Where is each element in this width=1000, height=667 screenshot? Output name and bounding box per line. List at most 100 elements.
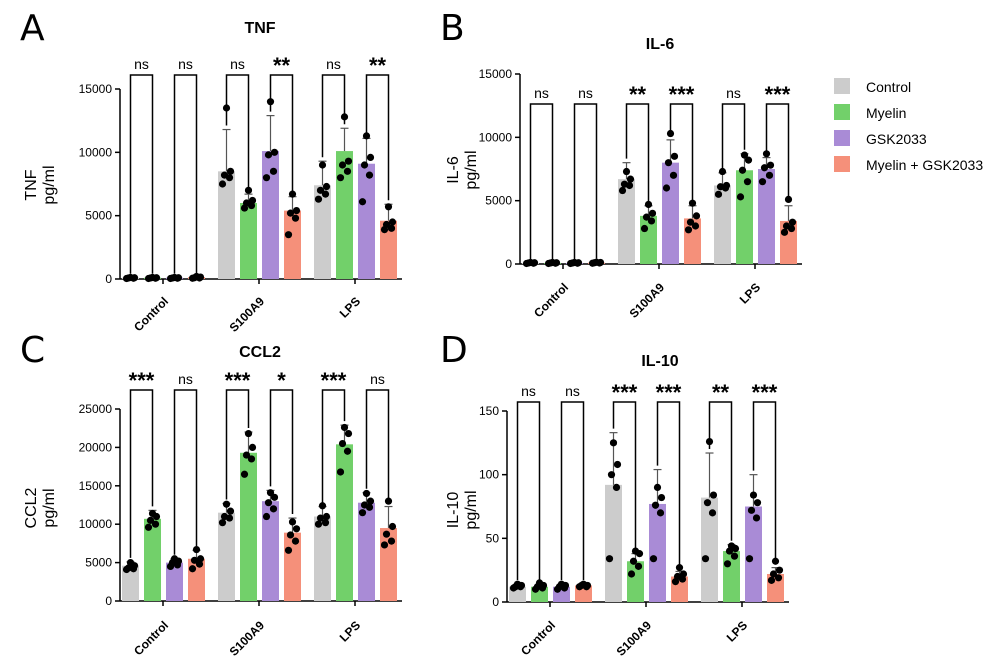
data-point xyxy=(723,560,732,568)
data-point xyxy=(244,429,253,438)
y-axis-unit: pg/ml xyxy=(463,490,480,529)
data-point xyxy=(692,212,701,220)
x-tick-label: Control xyxy=(131,618,171,658)
data-point xyxy=(148,509,157,518)
data-point xyxy=(218,519,227,527)
significance-bracket xyxy=(573,103,598,259)
data-point xyxy=(649,555,658,563)
y-tick-label: 0 xyxy=(105,594,112,608)
significance-bracket xyxy=(612,401,637,550)
data-point xyxy=(220,512,229,521)
data-point xyxy=(703,499,712,507)
significance-label: ns xyxy=(726,85,741,101)
y-tick-label: 15000 xyxy=(79,82,113,96)
data-point xyxy=(358,198,367,206)
data-point xyxy=(382,220,391,229)
data-point xyxy=(358,509,367,517)
data-point xyxy=(612,483,621,491)
x-tick-label: LPS xyxy=(337,618,363,644)
data-point xyxy=(242,451,251,459)
data-point xyxy=(270,148,279,156)
significance-label: ns xyxy=(178,56,193,72)
data-point xyxy=(557,580,566,588)
significance-bracket xyxy=(708,401,733,541)
data-point xyxy=(714,190,723,198)
data-point xyxy=(192,545,201,554)
significance-label: ns xyxy=(521,383,536,399)
data-point xyxy=(684,226,693,234)
data-point xyxy=(758,178,767,186)
data-point xyxy=(316,186,325,194)
data-point xyxy=(570,258,579,267)
data-point xyxy=(730,552,739,560)
legend-swatch xyxy=(834,156,850,172)
significance-bracket xyxy=(321,74,346,158)
bar-gsk2033-s100a9 xyxy=(262,501,279,601)
data-point xyxy=(782,222,791,230)
bar-gsk2033-s100a9 xyxy=(262,151,279,279)
significance-bracket xyxy=(365,389,390,503)
data-point xyxy=(749,491,758,499)
significance-bracket xyxy=(321,389,346,503)
data-point xyxy=(269,505,278,513)
data-point xyxy=(314,195,323,203)
significance-label: ** xyxy=(712,380,730,405)
legend-swatch xyxy=(834,130,850,146)
bar-myelin-lps xyxy=(736,170,753,264)
y-axis-label: TNF xyxy=(23,169,40,200)
bar-control-s100a9 xyxy=(605,484,622,602)
data-point xyxy=(548,258,557,267)
data-point xyxy=(644,200,653,209)
y-tick-label: 50 xyxy=(486,531,500,545)
data-point xyxy=(291,537,300,545)
data-point xyxy=(126,559,135,567)
significance-bracket xyxy=(225,74,250,191)
data-point xyxy=(627,570,636,578)
data-point xyxy=(284,231,293,239)
significance-bracket xyxy=(173,389,198,555)
data-point xyxy=(148,273,157,282)
significance-bracket xyxy=(225,389,250,500)
data-point xyxy=(743,178,752,186)
data-point xyxy=(286,531,295,539)
data-point xyxy=(675,564,684,572)
data-point xyxy=(226,507,235,515)
data-point xyxy=(605,555,614,563)
data-point xyxy=(362,132,371,140)
data-point xyxy=(344,157,353,165)
data-point xyxy=(220,171,229,179)
significance-bracket xyxy=(752,401,777,564)
legend: Control Myelin GSK2033 Myelin + GSK2033 xyxy=(834,78,983,173)
significance-label: ns xyxy=(370,371,385,387)
significance-bracket xyxy=(656,401,681,568)
bar-gsk2033-lps xyxy=(358,163,375,279)
data-point xyxy=(291,214,300,222)
significance-label: ns xyxy=(134,56,149,72)
data-point xyxy=(727,542,736,550)
data-point xyxy=(647,217,656,225)
data-point xyxy=(629,557,638,565)
bar-gsk2033-lps xyxy=(758,169,775,264)
x-tick-label: Control xyxy=(131,294,171,334)
x-tick-label: LPS xyxy=(737,280,763,306)
data-point xyxy=(360,501,369,509)
y-axis-unit: pg/ml xyxy=(463,150,480,189)
data-point xyxy=(760,164,769,172)
data-point xyxy=(648,209,657,217)
data-point xyxy=(745,555,754,563)
data-point xyxy=(709,491,718,499)
data-point xyxy=(766,161,775,169)
significance-label: ns xyxy=(578,85,593,101)
bar-control-s100a9 xyxy=(218,171,235,279)
x-tick-label: S100A9 xyxy=(227,618,268,659)
data-point xyxy=(365,171,374,179)
panel-title: IL-10 xyxy=(641,353,678,370)
bar-myelin-lps xyxy=(336,151,353,279)
panel-letter: B xyxy=(440,8,465,49)
data-point xyxy=(240,470,249,478)
y-tick-label: 0 xyxy=(505,257,512,271)
significance-bracket xyxy=(529,103,554,259)
